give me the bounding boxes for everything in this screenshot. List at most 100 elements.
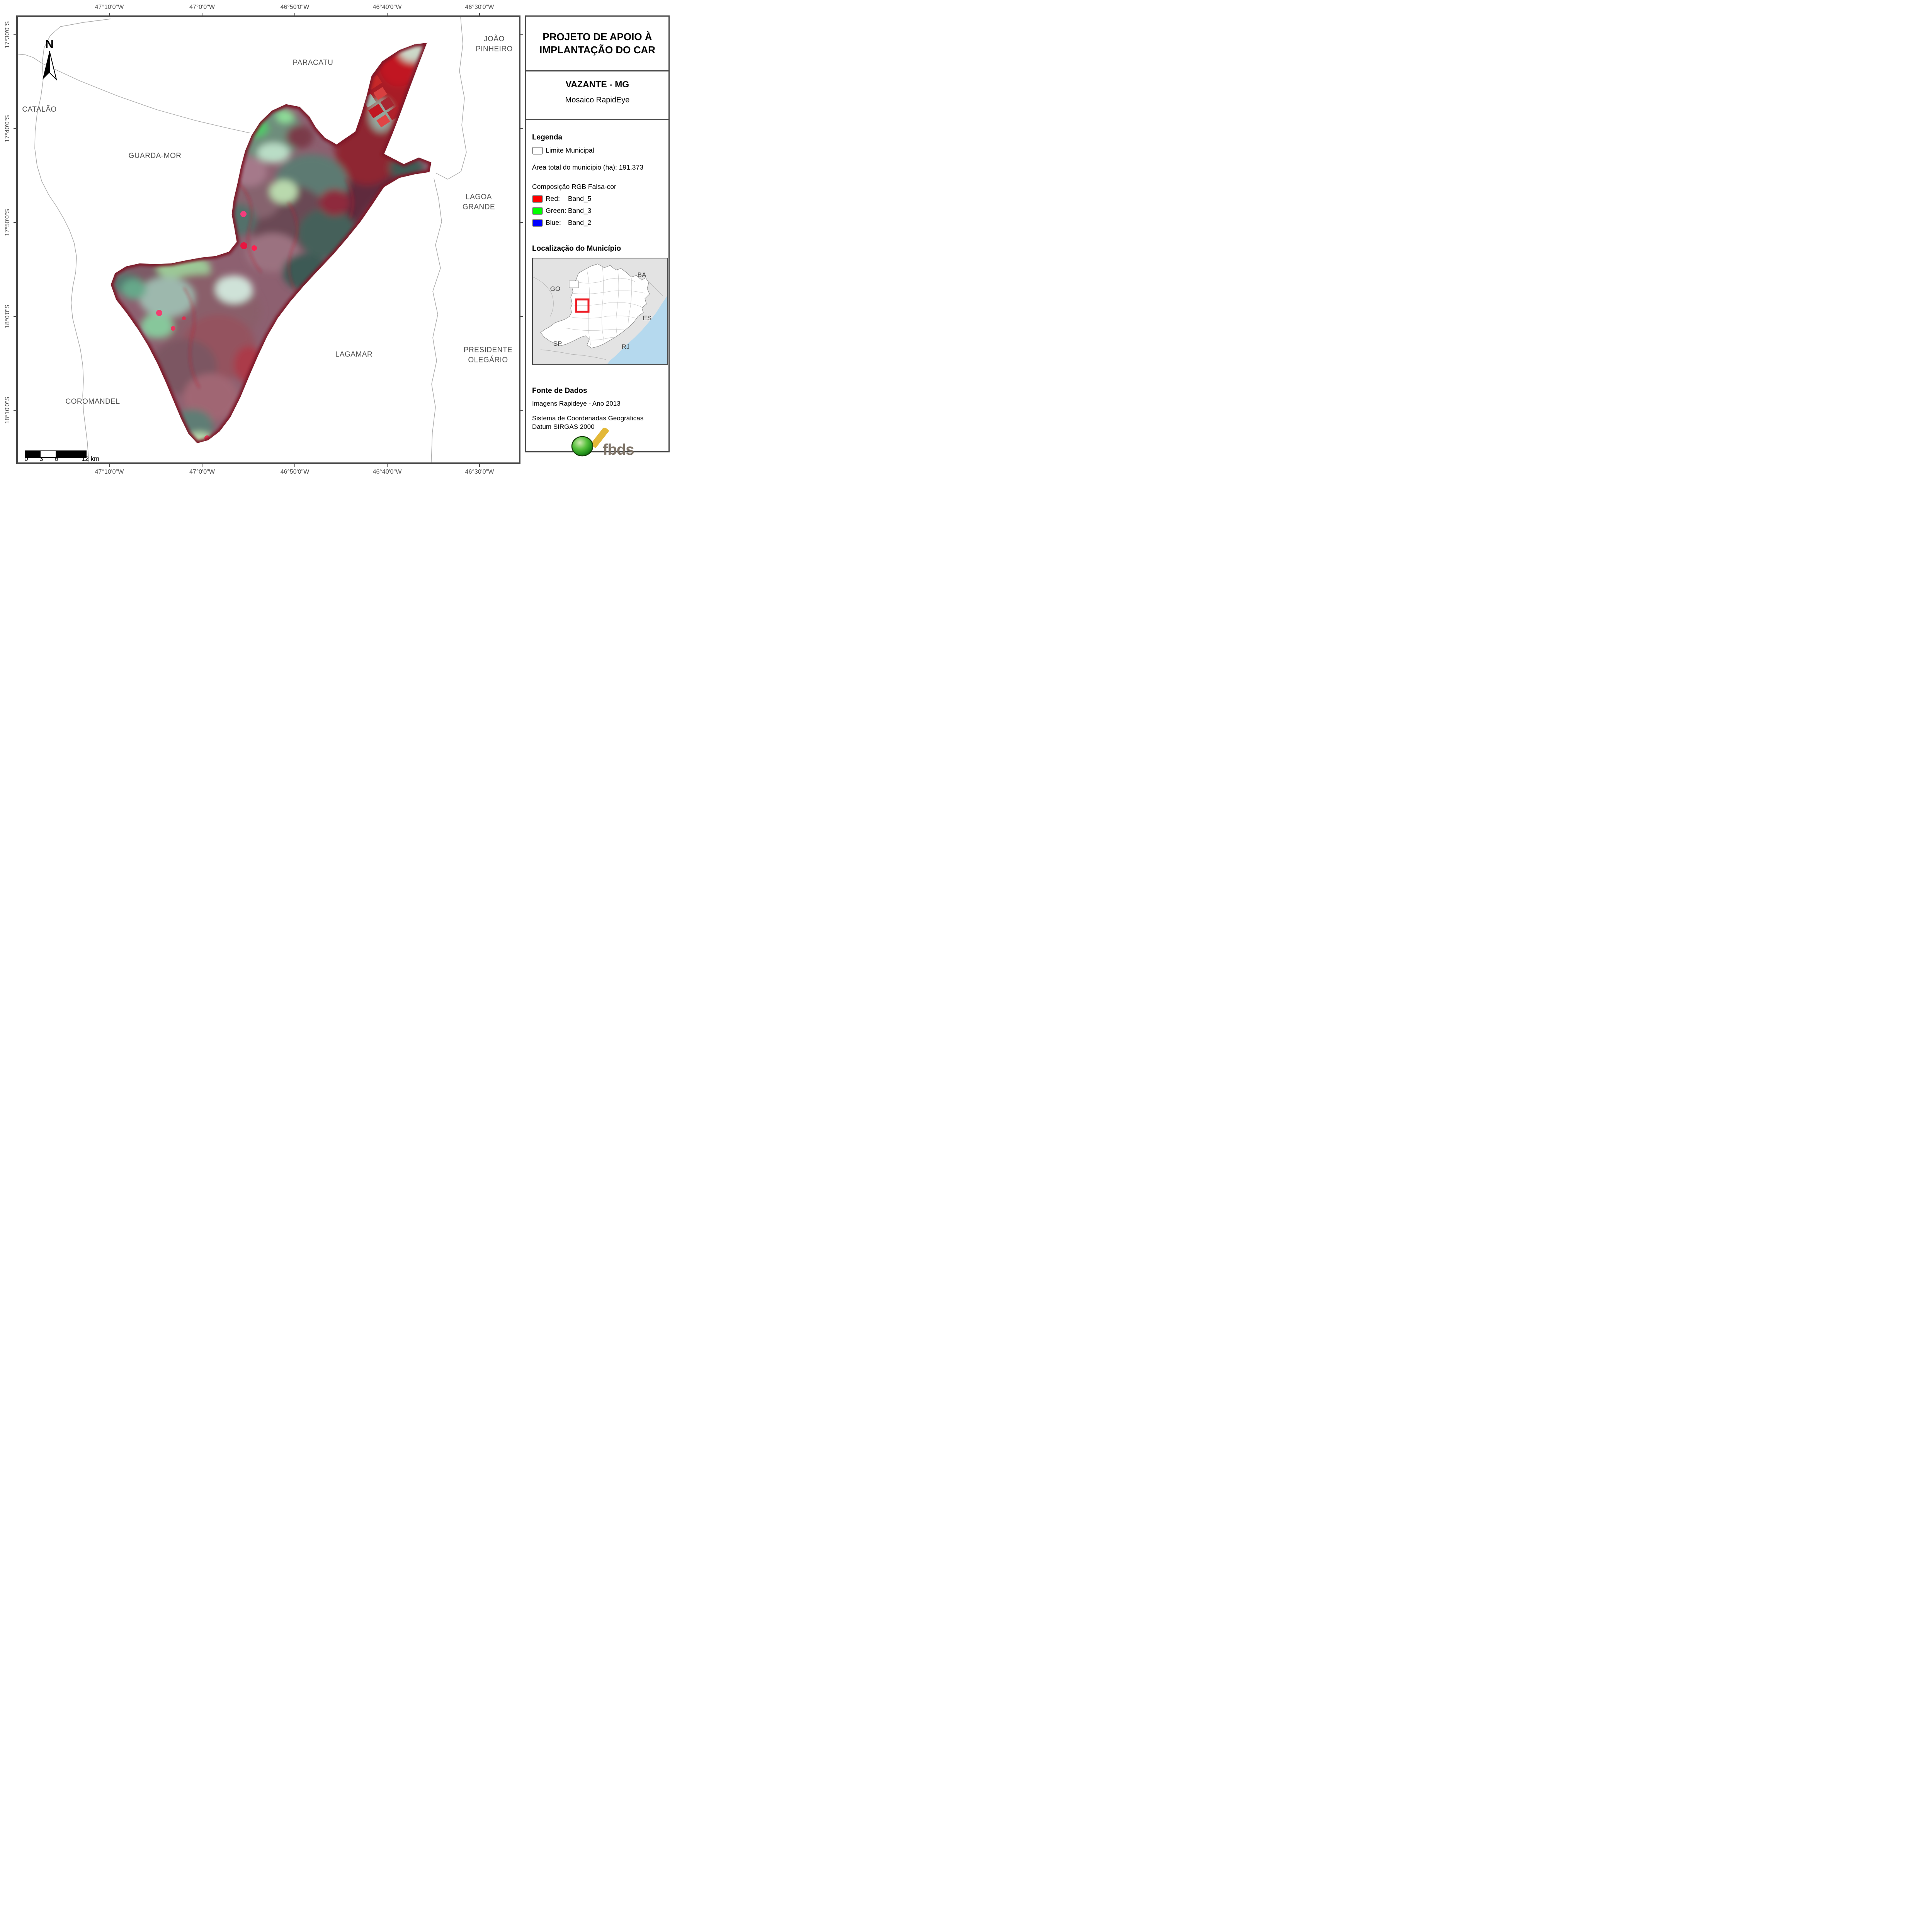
blue-swatch — [532, 219, 543, 227]
tick-top-2 — [294, 13, 295, 15]
tick-right-2 — [520, 222, 523, 223]
scale-seg-black-1 — [26, 451, 41, 457]
red-band: Band_5 — [568, 195, 592, 202]
tick-bottom-0 — [109, 464, 110, 467]
label-catalao: CATALÃO — [22, 105, 57, 114]
product-name: Mosaico RapidEye — [565, 96, 630, 104]
satellite-mosaic — [111, 42, 432, 444]
ocean — [607, 296, 667, 364]
tick-right-1 — [520, 128, 523, 129]
green-name: Green: — [546, 207, 566, 214]
logo-bar — [591, 427, 609, 448]
north-arrow: N — [38, 39, 61, 81]
label-joao-pinheiro: JOÃO PINHEIRO — [476, 35, 513, 53]
municipality-highlight — [575, 298, 590, 313]
logo-sphere — [571, 436, 594, 457]
red-swatch — [532, 195, 543, 203]
state-label-go: GO — [550, 285, 560, 292]
tick-left-3 — [14, 316, 16, 317]
label-coromandel: COROMANDEL — [65, 398, 120, 406]
info-panel: PROJETO DE APOIO À IMPLANTAÇÃO DO CAR VA… — [525, 15, 670, 458]
lat-label-2: 17°50'0"S — [4, 209, 11, 236]
page-title: PROJETO DE APOIO À IMPLANTAÇÃO DO CAR — [526, 17, 668, 71]
neighbor-boundaries — [18, 17, 467, 462]
fbds-logo-svg: fbds — [571, 427, 634, 458]
label-lagoa-grande: LAGOA GRANDE — [462, 193, 495, 211]
scale-label-6: 6 — [54, 455, 58, 462]
source-line1: Imagens Rapideye - Ano 2013 — [532, 400, 621, 407]
panel-body: Legenda Limite Municipal Área total do m… — [526, 120, 668, 459]
lon-label-bottom-2: 46°50'0"W — [280, 469, 310, 475]
scale-seg-white — [41, 451, 56, 457]
lon-label-bottom-0: 47°10'0"W — [95, 469, 124, 475]
satellite-map-canvas — [18, 17, 467, 462]
tick-right-0 — [520, 34, 523, 35]
source-heading: Fonte de Dados — [532, 387, 587, 395]
inset-map: GO BA ES SP RJ — [532, 258, 668, 365]
map-document: N PARACATU JOÃO PINHEIRO CATALÃO GUARDA-… — [0, 0, 678, 479]
lon-label-bottom-1: 47°0'0"W — [189, 469, 215, 475]
lon-label-top-3: 46°40'0"W — [372, 4, 402, 10]
logo-text: fbds — [603, 441, 634, 458]
scale-label-0: 0 — [24, 455, 28, 462]
limite-swatch — [532, 146, 543, 155]
go-enclave — [569, 280, 579, 288]
scale-label-3: 3 — [39, 455, 43, 462]
blue-name: Blue: — [546, 219, 561, 226]
tick-top-4 — [479, 13, 480, 15]
fbds-logo: fbds — [565, 427, 662, 458]
state-label-rj: RJ — [622, 343, 630, 350]
tick-right-4 — [520, 410, 523, 411]
tick-left-4 — [14, 410, 16, 411]
rgb-heading: Composição RGB Falsa-cor — [532, 183, 616, 190]
location-heading: Localização do Município — [532, 245, 621, 253]
lon-label-top-1: 47°0'0"W — [189, 4, 215, 10]
tick-top-0 — [109, 13, 110, 15]
area-total-text: Área total do município (ha): 191.373 — [532, 163, 643, 171]
red-name: Red: — [546, 195, 560, 202]
tick-top-3 — [387, 13, 388, 15]
legend-item-blue: Blue: Band_2 — [532, 219, 664, 227]
lon-label-top-2: 46°50'0"W — [280, 4, 310, 10]
state-label-es: ES — [643, 314, 652, 322]
north-arrow-icon — [43, 51, 57, 81]
source-line2: Sistema de Coordenadas Geográficas — [532, 415, 644, 422]
tick-bottom-4 — [479, 464, 480, 467]
inset-map-svg: GO BA ES SP RJ — [532, 258, 667, 364]
source-line3: Datum SIRGAS 2000 — [532, 423, 595, 430]
legend-item-red: Red: Band_5 — [532, 195, 664, 203]
label-lagamar: LAGAMAR — [335, 350, 373, 359]
north-label: N — [45, 38, 54, 51]
label-presidente-olegario: PRESIDENTE OLEGÁRIO — [463, 346, 513, 364]
lon-label-bottom-4: 46°30'0"W — [465, 469, 494, 475]
green-band: Band_3 — [568, 207, 592, 214]
subtitle-block: VAZANTE - MG Mosaico RapidEye — [526, 79, 668, 120]
municipality-name: VAZANTE - MG — [565, 79, 629, 89]
lat-label-0: 17°30'0"S — [4, 21, 11, 49]
lon-label-bottom-3: 46°40'0"W — [372, 469, 402, 475]
tick-bottom-3 — [387, 464, 388, 467]
state-label-sp: SP — [553, 340, 562, 347]
scale-bar — [25, 450, 87, 458]
blue-band: Band_2 — [568, 219, 592, 226]
state-label-ba: BA — [638, 271, 646, 279]
legend-heading: Legenda — [532, 133, 563, 141]
green-swatch — [532, 207, 543, 215]
scale-seg-black-2 — [56, 451, 86, 457]
tick-left-1 — [14, 128, 16, 129]
limite-label: Limite Municipal — [546, 146, 594, 154]
lon-label-top-4: 46°30'0"W — [465, 4, 494, 10]
label-paracatu: PARACATU — [293, 59, 333, 67]
tick-bottom-2 — [294, 464, 295, 467]
lat-label-1: 17°40'0"S — [4, 115, 11, 143]
lat-label-4: 18°10'0"S — [4, 396, 11, 424]
legend-item-limite: Limite Municipal — [532, 146, 664, 155]
tick-left-0 — [14, 34, 16, 35]
lon-label-top-0: 47°10'0"W — [95, 4, 124, 10]
legend-item-green: Green: Band_3 — [532, 207, 664, 215]
tick-left-2 — [14, 222, 16, 223]
label-guarda-mor: GUARDA-MOR — [128, 152, 182, 160]
lat-label-3: 18°0'0"S — [4, 304, 11, 328]
tick-right-3 — [520, 316, 523, 317]
map-frame: N PARACATU JOÃO PINHEIRO CATALÃO GUARDA-… — [16, 15, 520, 464]
